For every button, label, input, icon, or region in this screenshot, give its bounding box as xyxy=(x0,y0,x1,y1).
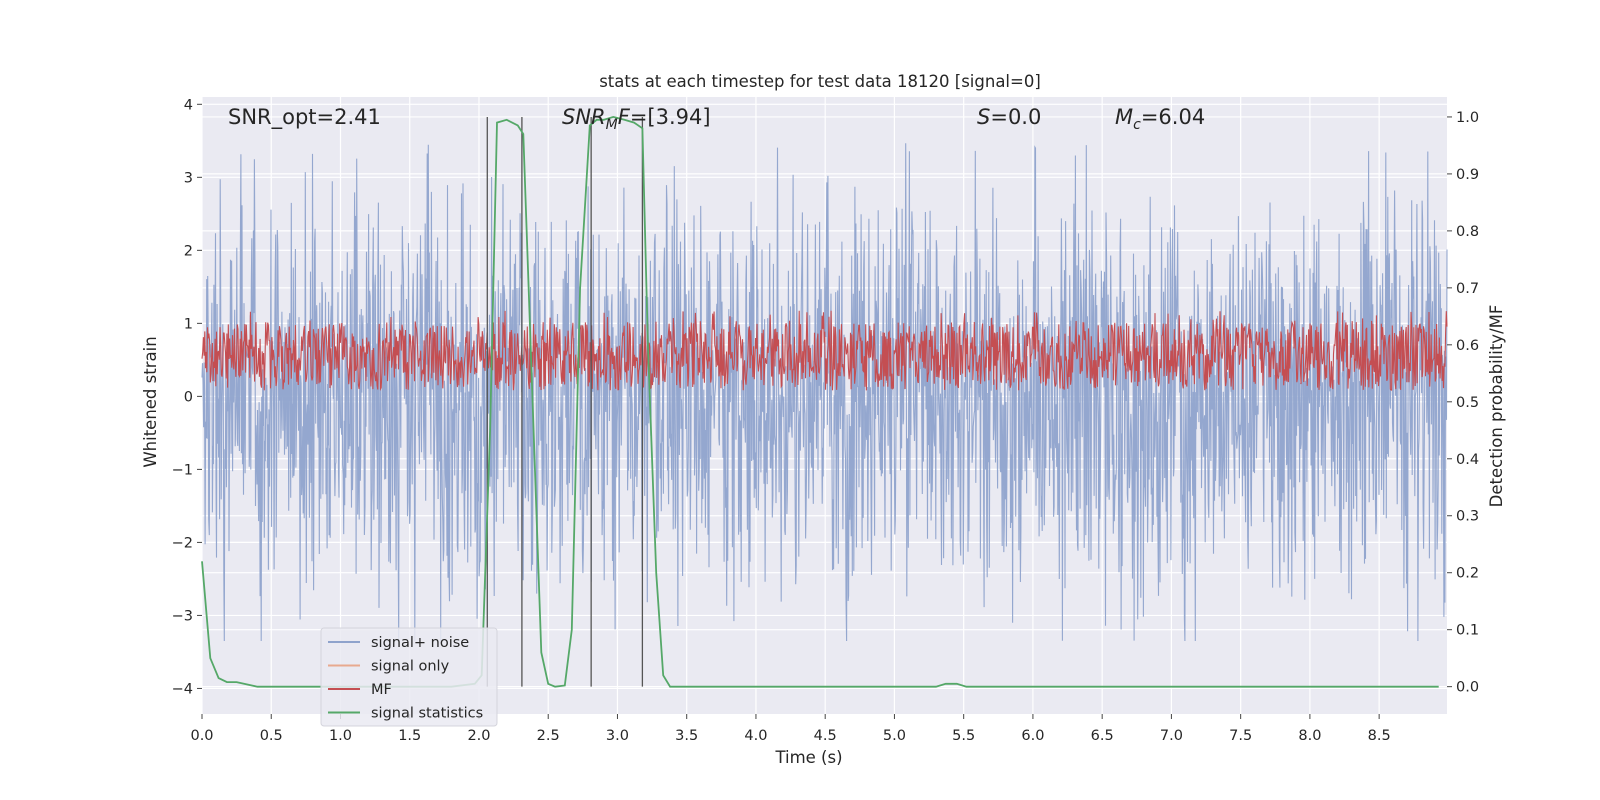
x-tick-label: 1.5 xyxy=(398,728,421,744)
y-tick-label: 3 xyxy=(184,170,193,186)
x-tick-label: 0.5 xyxy=(260,728,283,744)
y-right-tick-label: 0.8 xyxy=(1456,224,1479,240)
annotation-2: SNRMF=[3.94] xyxy=(562,105,711,133)
y-tick-label: −2 xyxy=(172,535,193,551)
x-tick-label: 7.5 xyxy=(1229,728,1252,744)
x-tick-label: 1.0 xyxy=(329,728,352,744)
x-tick-label: 6.5 xyxy=(1091,728,1114,744)
annotation-3: S=0.0 xyxy=(977,105,1041,129)
y-tick-label: 2 xyxy=(184,243,193,259)
y-right-tick-label: 0.4 xyxy=(1456,452,1479,468)
y-right-tick-label: 0.1 xyxy=(1456,623,1479,639)
y-right-tick-label: 0.3 xyxy=(1456,509,1479,525)
x-tick-label: 3.5 xyxy=(675,728,698,744)
x-tick-label: 4.5 xyxy=(814,728,837,744)
y-right-tick-label: 0.7 xyxy=(1456,281,1479,297)
x-tick-label: 2.5 xyxy=(537,728,560,744)
y-tick-label: 0 xyxy=(184,389,193,405)
plot-area xyxy=(201,97,1448,714)
y-right-tick-label: 0.2 xyxy=(1456,566,1479,582)
x-tick-label: 6.0 xyxy=(1021,728,1044,744)
x-tick-label: 4.0 xyxy=(744,728,767,744)
x-tick-label: 5.5 xyxy=(952,728,975,744)
legend-entry: signal only xyxy=(371,659,450,675)
x-tick-label: 0.0 xyxy=(190,728,213,744)
y-tick-label: 1 xyxy=(184,316,193,332)
annotation-1: SNR_opt=2.41 xyxy=(228,105,381,130)
y-right-tick-label: 0.5 xyxy=(1456,395,1479,411)
y-axis-ticks: 4 3 2 1 0 −1 −2 −3 −4 xyxy=(172,97,202,697)
mf-line xyxy=(201,310,1448,392)
y-tick-label: −1 xyxy=(172,462,193,478)
mf-series xyxy=(201,310,1448,392)
x-tick-label: 5.0 xyxy=(883,728,906,744)
chart-title: stats at each timestep for test data 181… xyxy=(599,72,1041,91)
y-right-tick-label: 0.6 xyxy=(1456,338,1479,354)
x-axis-ticks: 0.0 0.5 1.0 1.5 2.0 2.5 3.0 3.5 4.0 4.5 5.0 5.5 6.0 6… xyxy=(190,714,1391,744)
x-axis-label: Time (s) xyxy=(774,748,842,767)
y-tick-label: 4 xyxy=(184,97,193,113)
legend-entry: signal statistics xyxy=(371,706,483,722)
annotations: SNR_opt=2.41 SNRMF=[3.94] S=0.0 Mc=6.04 xyxy=(228,105,1205,133)
legend-entry: signal+ noise xyxy=(371,635,469,651)
x-tick-label: 3.0 xyxy=(606,728,629,744)
marker-lines xyxy=(486,116,644,687)
x-tick-label: 8.0 xyxy=(1298,728,1321,744)
y-right-tick-label: 0.9 xyxy=(1456,167,1479,183)
x-tick-label: 2.0 xyxy=(467,728,490,744)
y-right-axis-label: Detection probability/MF xyxy=(1487,305,1506,508)
y-right-axis-ticks: 1.0 0.9 0.8 0.7 0.6 0.5 0.4 0.3 0.2 0.1 0.0 xyxy=(1447,110,1479,696)
x-tick-label: 8.5 xyxy=(1368,728,1391,744)
y-right-tick-label: 0.0 xyxy=(1456,680,1479,696)
legend: signal+ noise signal only MF signal statist… xyxy=(320,627,498,727)
y-tick-label: −3 xyxy=(172,608,193,624)
y-tick-label: −4 xyxy=(172,681,193,697)
x-tick-label: 7.0 xyxy=(1160,728,1183,744)
y-right-tick-label: 1.0 xyxy=(1456,110,1479,126)
annotation-4: Mc=6.04 xyxy=(1115,105,1205,133)
legend-entry: MF xyxy=(371,682,392,698)
y-axis-label: Whitened strain xyxy=(141,336,160,467)
legend-box xyxy=(320,627,498,727)
